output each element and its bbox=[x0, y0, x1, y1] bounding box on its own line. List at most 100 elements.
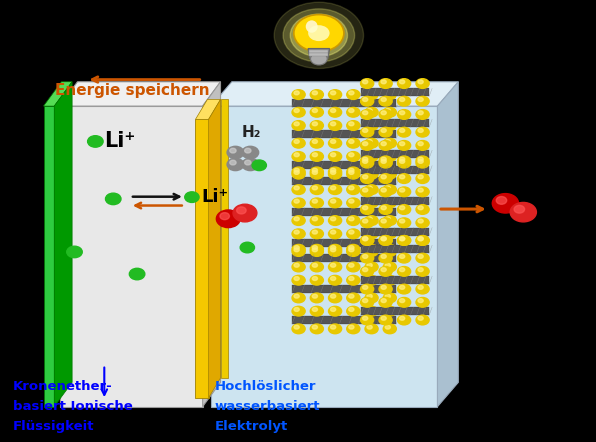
Polygon shape bbox=[309, 53, 328, 56]
Polygon shape bbox=[361, 166, 429, 174]
Circle shape bbox=[362, 129, 368, 133]
Circle shape bbox=[362, 268, 368, 272]
Circle shape bbox=[381, 157, 386, 161]
Circle shape bbox=[292, 107, 305, 117]
Circle shape bbox=[328, 216, 342, 225]
Circle shape bbox=[381, 129, 386, 133]
Circle shape bbox=[292, 185, 305, 194]
Polygon shape bbox=[361, 307, 429, 315]
Circle shape bbox=[367, 308, 372, 312]
Circle shape bbox=[361, 236, 374, 245]
Circle shape bbox=[361, 284, 374, 294]
Circle shape bbox=[385, 277, 390, 281]
Circle shape bbox=[312, 153, 318, 157]
Circle shape bbox=[379, 297, 392, 307]
Circle shape bbox=[383, 185, 396, 194]
Circle shape bbox=[379, 110, 392, 119]
Circle shape bbox=[367, 186, 372, 190]
Circle shape bbox=[383, 138, 396, 148]
Circle shape bbox=[311, 262, 324, 272]
Circle shape bbox=[399, 237, 405, 241]
Circle shape bbox=[385, 199, 390, 203]
Circle shape bbox=[365, 275, 378, 285]
Circle shape bbox=[416, 253, 429, 263]
Circle shape bbox=[361, 174, 374, 183]
Circle shape bbox=[379, 141, 392, 150]
Circle shape bbox=[379, 315, 392, 325]
Circle shape bbox=[312, 122, 318, 126]
Circle shape bbox=[349, 248, 354, 252]
Circle shape bbox=[292, 138, 305, 148]
Circle shape bbox=[330, 199, 336, 203]
Circle shape bbox=[365, 216, 378, 225]
Circle shape bbox=[385, 168, 390, 172]
Circle shape bbox=[330, 171, 336, 175]
Circle shape bbox=[349, 140, 354, 144]
Circle shape bbox=[347, 229, 360, 239]
Circle shape bbox=[283, 9, 355, 62]
Circle shape bbox=[416, 141, 429, 150]
Circle shape bbox=[416, 158, 429, 168]
Circle shape bbox=[398, 127, 411, 137]
Polygon shape bbox=[60, 82, 221, 106]
Circle shape bbox=[365, 198, 378, 208]
Circle shape bbox=[311, 167, 324, 177]
Circle shape bbox=[367, 277, 372, 281]
Circle shape bbox=[399, 206, 405, 210]
Circle shape bbox=[385, 325, 390, 329]
Circle shape bbox=[383, 198, 396, 208]
Circle shape bbox=[398, 79, 411, 88]
Circle shape bbox=[418, 188, 423, 192]
Circle shape bbox=[347, 167, 360, 177]
Polygon shape bbox=[361, 228, 429, 236]
Circle shape bbox=[88, 136, 103, 147]
Circle shape bbox=[244, 148, 251, 153]
Circle shape bbox=[362, 142, 368, 146]
Circle shape bbox=[379, 267, 392, 276]
Circle shape bbox=[311, 107, 324, 117]
Circle shape bbox=[383, 229, 396, 239]
Circle shape bbox=[347, 121, 360, 130]
Circle shape bbox=[379, 96, 392, 106]
Circle shape bbox=[383, 107, 396, 117]
Circle shape bbox=[311, 53, 327, 65]
Circle shape bbox=[416, 110, 429, 119]
Circle shape bbox=[294, 217, 299, 221]
Text: H₂: H₂ bbox=[241, 125, 261, 140]
Circle shape bbox=[361, 127, 374, 137]
Circle shape bbox=[381, 142, 386, 146]
Circle shape bbox=[349, 277, 354, 281]
Circle shape bbox=[367, 140, 372, 144]
Circle shape bbox=[385, 186, 390, 190]
Circle shape bbox=[365, 229, 378, 239]
Circle shape bbox=[294, 230, 299, 234]
Circle shape bbox=[240, 242, 254, 253]
Circle shape bbox=[416, 156, 429, 166]
Circle shape bbox=[383, 167, 396, 177]
Circle shape bbox=[399, 316, 405, 320]
Circle shape bbox=[381, 175, 386, 179]
Circle shape bbox=[328, 167, 342, 177]
Circle shape bbox=[347, 185, 360, 194]
Circle shape bbox=[67, 246, 82, 258]
Circle shape bbox=[383, 324, 396, 334]
Circle shape bbox=[294, 186, 299, 190]
Circle shape bbox=[290, 14, 347, 57]
Circle shape bbox=[398, 96, 411, 106]
Circle shape bbox=[244, 160, 251, 165]
Text: Li⁺: Li⁺ bbox=[201, 188, 229, 206]
Circle shape bbox=[361, 187, 374, 197]
Circle shape bbox=[365, 185, 378, 194]
Circle shape bbox=[399, 175, 405, 179]
Circle shape bbox=[379, 253, 392, 263]
Circle shape bbox=[347, 198, 360, 208]
Circle shape bbox=[416, 284, 429, 294]
Circle shape bbox=[328, 185, 342, 194]
Circle shape bbox=[252, 160, 266, 171]
Circle shape bbox=[379, 236, 392, 245]
Circle shape bbox=[399, 160, 405, 164]
Circle shape bbox=[367, 325, 372, 329]
Circle shape bbox=[367, 263, 372, 267]
Circle shape bbox=[418, 111, 423, 115]
Circle shape bbox=[418, 286, 423, 290]
